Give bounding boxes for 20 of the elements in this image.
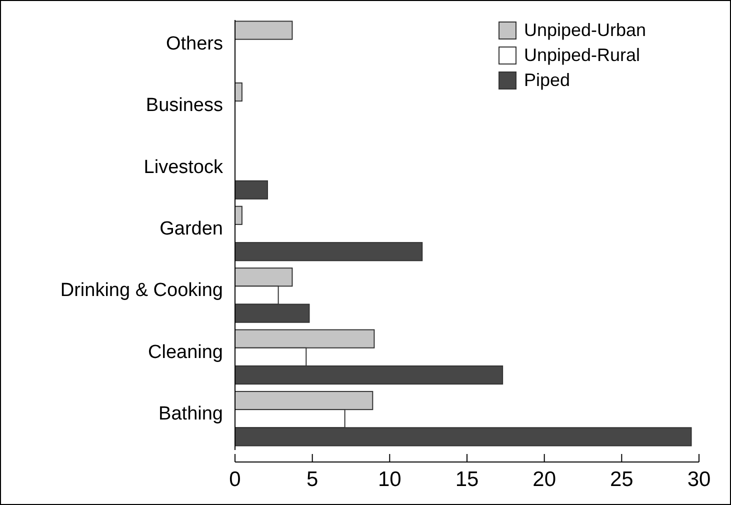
y-tick-label: Livestock <box>144 156 224 178</box>
y-tick-label: Others <box>166 33 223 54</box>
legend-label: Unpiped-Urban <box>524 20 646 40</box>
y-tick-label: Bathing <box>158 404 223 425</box>
legend-label: Unpiped-Rural <box>524 44 640 65</box>
x-tick-label: 30 <box>687 468 711 491</box>
y-tick-label: Business <box>146 95 223 116</box>
x-tick-label: 5 <box>306 468 318 491</box>
x-tick-label: 25 <box>610 468 634 491</box>
y-tick-label: Cleaning <box>148 342 223 363</box>
y-tick-label: Drinking & Cooking <box>60 280 223 302</box>
bar <box>234 20 293 40</box>
x-tick-label: 10 <box>378 468 402 491</box>
bar <box>234 242 423 262</box>
x-tick-label: 15 <box>455 468 479 491</box>
y-tick-label: Garden <box>160 218 223 240</box>
x-tick-label: 0 <box>229 468 241 491</box>
legend-label: Piped <box>524 70 570 90</box>
x-tick-label: 20 <box>532 468 556 491</box>
bar <box>234 180 268 200</box>
